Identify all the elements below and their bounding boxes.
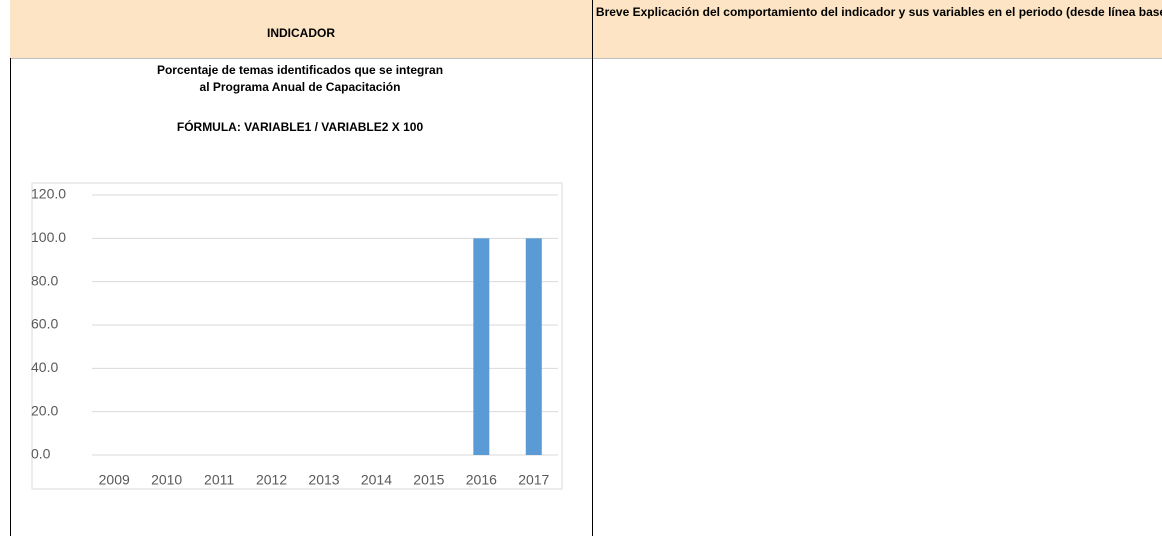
y-tick-label: 20.0 bbox=[31, 402, 58, 418]
chart-title: Porcentaje de temas identificados que se… bbox=[157, 63, 443, 77]
y-tick-label: 80.0 bbox=[31, 272, 58, 288]
bar bbox=[525, 238, 542, 455]
y-tick-label: 0.0 bbox=[31, 446, 51, 462]
chart-frame bbox=[31, 182, 563, 490]
x-tick-label: 2014 bbox=[361, 472, 392, 488]
y-tick-label: 60.0 bbox=[31, 316, 58, 332]
border bbox=[592, 0, 593, 536]
x-tick-label: 2010 bbox=[151, 472, 182, 488]
y-tick-label: 40.0 bbox=[31, 359, 58, 375]
x-tick-label: 2013 bbox=[308, 472, 339, 488]
x-tick-label: 2015 bbox=[413, 472, 444, 488]
header-explanation: Breve Explicación del comportamiento del… bbox=[595, 5, 1162, 19]
chart-subtitle: FÓRMULA: VARIABLE1 / VARIABLE2 X 100 bbox=[177, 119, 424, 134]
x-tick-label: 2011 bbox=[204, 472, 234, 488]
y-tick-label: 100.0 bbox=[31, 229, 66, 245]
chart-title: al Programa Anual de Capacitación bbox=[200, 80, 401, 94]
x-tick-label: 2016 bbox=[466, 472, 497, 488]
header-cell bbox=[593, 0, 1162, 59]
y-tick-label: 120.0 bbox=[31, 186, 66, 202]
x-tick-label: 2009 bbox=[99, 472, 130, 488]
x-tick-label: 2017 bbox=[518, 472, 549, 488]
border bbox=[10, 58, 11, 536]
bar bbox=[473, 238, 490, 455]
x-tick-label: 2012 bbox=[256, 472, 287, 488]
header-cell bbox=[10, 0, 592, 59]
header-indicator: INDICADOR bbox=[267, 26, 335, 40]
